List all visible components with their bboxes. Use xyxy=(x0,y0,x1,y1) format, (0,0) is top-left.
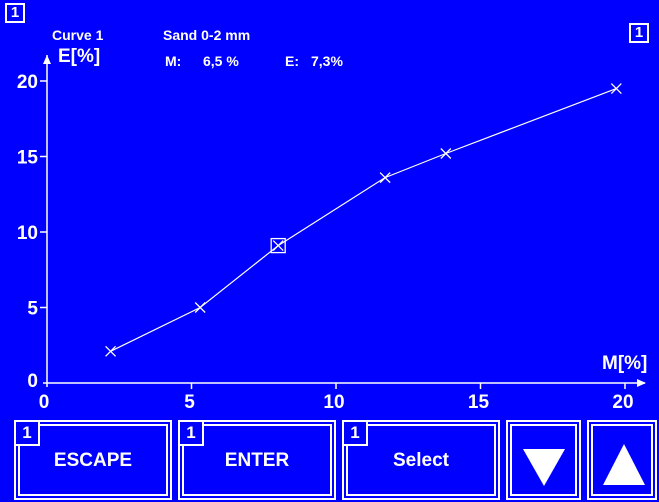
scroll-down-button[interactable] xyxy=(506,420,581,500)
y-axis-arrow xyxy=(43,55,51,64)
data-point-marker xyxy=(194,302,206,313)
x-tick-label: 15 xyxy=(468,392,490,413)
data-point-marker xyxy=(105,345,117,357)
data-point-marker xyxy=(610,83,622,95)
curve-label: Curve 1 xyxy=(52,27,104,43)
y-tick-label: 15 xyxy=(17,148,39,169)
enter-button-badge: 1 xyxy=(178,420,204,446)
selected-point-box xyxy=(270,237,286,254)
y-axis-label: E[%] xyxy=(58,46,100,67)
screen-badge-right: 1 xyxy=(629,23,649,43)
escape-button-label: ESCAPE xyxy=(53,450,133,471)
scroll-up-button[interactable] xyxy=(587,420,657,500)
curve-chart: 0 5 10 15 20 0 5 10 15 20 E[%] M[%] xyxy=(17,46,648,413)
m-value: 6,5 % xyxy=(203,53,239,69)
select-button[interactable]: 1 Select xyxy=(342,420,500,500)
x-tick-label: 5 xyxy=(184,392,195,413)
enter-button[interactable]: 1 ENTER xyxy=(178,420,336,500)
x-tick-label: 0 xyxy=(39,392,50,413)
select-button-badge: 1 xyxy=(342,420,368,446)
y-tick-label: 0 xyxy=(27,371,38,392)
m-label: M: xyxy=(165,53,182,69)
data-point-marker xyxy=(440,148,452,159)
escape-button[interactable]: 1 ESCAPE xyxy=(14,420,172,500)
arrow-down-icon xyxy=(523,449,565,486)
e-label: E: xyxy=(285,53,299,69)
material-name: Sand 0-2 mm xyxy=(163,27,251,43)
arrow-up-icon xyxy=(603,444,645,485)
enter-button-label: ENTER xyxy=(224,450,290,471)
x-tick-label: 20 xyxy=(612,392,633,413)
screen-badge-left: 1 xyxy=(5,3,25,23)
series-line xyxy=(110,88,617,352)
y-tick-label: 10 xyxy=(17,223,38,244)
x-axis-label: M[%] xyxy=(602,353,647,374)
y-tick-label: 5 xyxy=(27,299,38,320)
x-tick-label: 10 xyxy=(323,392,344,413)
x-axis-arrow xyxy=(637,379,646,387)
e-value: 7,3% xyxy=(311,53,343,69)
select-button-label: Select xyxy=(393,450,449,471)
y-tick-label: 20 xyxy=(17,72,38,93)
data-point-marker xyxy=(379,172,391,184)
data-point-marker xyxy=(270,237,286,254)
escape-button-badge: 1 xyxy=(14,420,40,446)
